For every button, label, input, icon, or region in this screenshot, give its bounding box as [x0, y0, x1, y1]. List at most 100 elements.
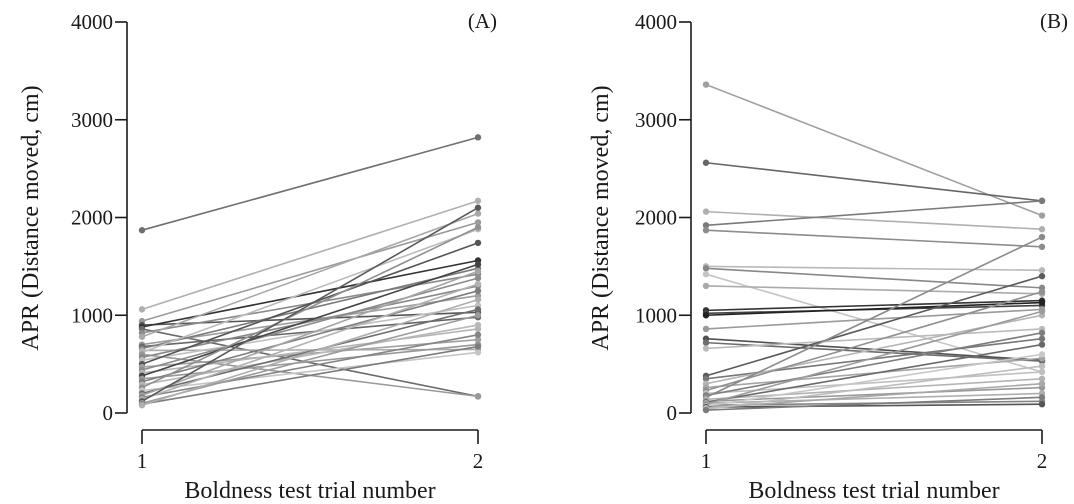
- data-point: [1038, 329, 1046, 337]
- y-tick-label: 0: [103, 401, 114, 425]
- data-point: [1038, 401, 1046, 408]
- data-point: [474, 336, 482, 343]
- series-line: [705, 403, 1043, 408]
- data-point: [1038, 288, 1046, 295]
- series-line: [141, 212, 479, 338]
- series-line: [141, 263, 479, 377]
- x-axis-label: Boldness test trial number: [184, 478, 435, 504]
- data-point: [1038, 375, 1046, 382]
- data-point: [474, 197, 482, 205]
- data-point: [474, 287, 482, 295]
- data-point: [702, 406, 710, 414]
- data-point: [1038, 299, 1046, 306]
- series-line: [705, 267, 1043, 289]
- series-line: [705, 332, 1043, 397]
- series-line: [705, 291, 1043, 392]
- data-point: [1038, 341, 1046, 348]
- data-point: [1038, 243, 1046, 251]
- data-point: [702, 81, 710, 88]
- data-point: [702, 325, 710, 333]
- y-tick-label: 1000: [635, 303, 677, 327]
- x-tick-label: 2: [1037, 449, 1048, 473]
- series-line: [141, 242, 479, 365]
- series-line: [705, 396, 1043, 411]
- series-line: [141, 290, 479, 383]
- y-axis: 0 1000 2000 3000 4000: [635, 10, 692, 425]
- series-line: [141, 285, 479, 359]
- panel-label: (A): [468, 9, 497, 33]
- data-point: [1038, 362, 1046, 370]
- series-line: [705, 265, 1043, 272]
- series-line: [141, 221, 479, 322]
- x-axis-label: Boldness test trial number: [748, 478, 999, 504]
- data-point: [702, 339, 710, 346]
- data-point: [138, 227, 146, 234]
- panel-label: (B): [1040, 9, 1068, 33]
- data-point: [702, 227, 710, 234]
- data-point: [702, 282, 710, 290]
- series-line: [141, 277, 479, 371]
- series-line: [705, 273, 1043, 373]
- series-line: [141, 200, 479, 311]
- data-point: [702, 159, 710, 166]
- series-line: [141, 226, 479, 389]
- series-line: [705, 161, 1043, 202]
- y-tick-label: 3000: [635, 108, 677, 132]
- data-point: [1038, 233, 1046, 241]
- panel-b: (B) APR (Distance moved, cm) Boldness te…: [588, 9, 1068, 504]
- series-line: [141, 351, 479, 392]
- data-point: [138, 306, 146, 313]
- data-point: [474, 268, 482, 275]
- data-point: [474, 239, 482, 247]
- x-tick-label: 1: [137, 449, 148, 473]
- y-tick-label: 4000: [71, 10, 113, 34]
- data-point: [474, 312, 482, 319]
- data-point: [1038, 226, 1046, 233]
- x-tick-label: 2: [473, 449, 484, 473]
- data-point: [474, 219, 482, 226]
- y-tick-label: 2000: [71, 206, 113, 230]
- y-axis-label: APR (Distance moved, cm): [588, 85, 614, 350]
- series-line: [705, 353, 1043, 407]
- series-line: [705, 285, 1043, 295]
- data-point: [1038, 380, 1046, 387]
- data-point: [702, 375, 710, 382]
- series-line: [141, 345, 479, 405]
- series-line: [705, 83, 1043, 217]
- data-point: [702, 312, 710, 319]
- series-line: [705, 343, 1043, 404]
- data-point: [1038, 351, 1046, 358]
- data-point: [474, 343, 482, 350]
- series-line: [141, 298, 479, 406]
- series-line: [141, 136, 479, 231]
- data-point: [1038, 335, 1046, 342]
- data-point: [474, 261, 482, 268]
- y-tick-label: 3000: [71, 108, 113, 132]
- series-line: [141, 283, 479, 401]
- series-line: [705, 299, 1043, 312]
- data-point: [474, 280, 482, 288]
- series-line: [705, 377, 1043, 401]
- data-point: [702, 270, 710, 278]
- series-line: [705, 210, 1043, 231]
- series-line: [705, 371, 1043, 395]
- data-point: [474, 210, 482, 217]
- data-point: [702, 265, 710, 272]
- data-point: [1038, 197, 1046, 205]
- data-point: [1038, 308, 1046, 315]
- panel-a: (A) APR (Distance moved, cm) Boldness te…: [18, 9, 497, 504]
- series-line: [705, 236, 1043, 399]
- series-line: [705, 386, 1043, 403]
- series-line: [705, 200, 1043, 227]
- data-point: [474, 331, 482, 338]
- series-line: [141, 270, 479, 397]
- data-point: [702, 222, 710, 229]
- data-point: [1038, 212, 1046, 219]
- data-point: [474, 224, 482, 231]
- data-point: [702, 345, 710, 352]
- series-line: [705, 365, 1043, 410]
- data-point: [702, 208, 710, 215]
- data-point: [474, 393, 482, 400]
- data-point: [474, 274, 482, 282]
